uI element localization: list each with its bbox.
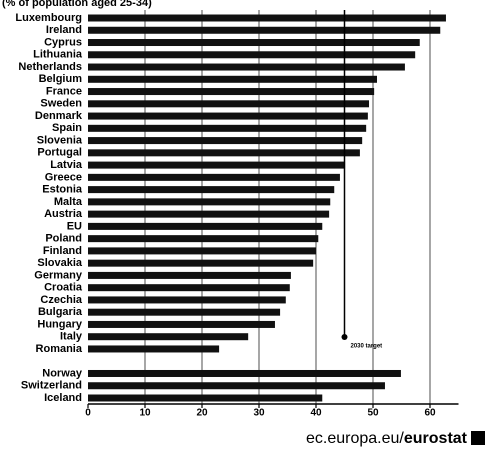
footer: ec.europa.eu/eurostat [306, 430, 468, 447]
footer-url: ec.europa.eu/ [306, 430, 404, 447]
logo-square [471, 431, 485, 445]
y-tick-label: Italy [60, 331, 83, 343]
y-tick-label: Slovenia [37, 134, 83, 146]
y-tick-label: Belgium [39, 73, 83, 85]
x-tick-label: 20 [196, 408, 208, 419]
bar [88, 162, 345, 169]
x-tick-label: 10 [139, 408, 151, 419]
y-tick-label: Luxembourg [15, 12, 82, 24]
bar [88, 149, 360, 156]
y-tick-label: Switzerland [21, 380, 82, 392]
y-tick-label: Croatia [44, 282, 83, 294]
y-tick-label: Bulgaria [38, 306, 83, 318]
bar [88, 174, 340, 181]
bar [88, 125, 366, 132]
y-tick-label: Malta [54, 196, 83, 208]
bar [88, 39, 420, 46]
y-tick-label: Iceland [44, 392, 82, 404]
bar [88, 100, 369, 107]
y-tick-label: EU [67, 220, 82, 232]
y-tick-label: Cyprus [44, 36, 82, 48]
bar [88, 76, 377, 83]
bar [88, 137, 362, 144]
bar [88, 223, 322, 230]
y-tick-label: Lithuania [33, 49, 83, 61]
x-tick-label: 50 [367, 408, 379, 419]
y-tick-label: Finland [43, 245, 82, 257]
x-tick-label: 30 [253, 408, 265, 419]
bar [88, 64, 405, 71]
y-tick-label: Portugal [37, 147, 82, 159]
bar [88, 382, 385, 389]
bar [88, 260, 313, 267]
bar [88, 345, 219, 352]
bar [88, 88, 374, 95]
y-tick-label: Czechia [40, 294, 82, 306]
bar [88, 235, 318, 242]
x-tick-label: 0 [85, 408, 91, 419]
y-tick-label: Ireland [46, 24, 82, 36]
y-tick-label: Estonia [42, 184, 83, 196]
bar [88, 27, 440, 34]
bar [88, 333, 248, 340]
y-tick-label: Slovakia [37, 257, 83, 269]
y-tick-label: Denmark [35, 110, 83, 122]
bar [88, 247, 316, 254]
y-tick-label: Netherlands [18, 61, 82, 73]
y-tick-label: Poland [45, 233, 82, 245]
y-tick-label: Greece [45, 171, 82, 183]
y-tick-label: Sweden [40, 98, 82, 110]
y-tick-label: Germany [34, 269, 83, 281]
y-tick-label: Spain [52, 122, 82, 134]
footer-brand: eurostat [404, 430, 468, 447]
x-tick-label: 40 [310, 408, 322, 419]
bar [88, 15, 446, 22]
y-tick-label: Romania [36, 343, 83, 355]
bar [88, 370, 401, 377]
bar [88, 113, 368, 120]
bar [88, 296, 286, 303]
bar [88, 272, 291, 279]
target-dot [342, 334, 348, 340]
bar [88, 51, 415, 58]
chart-title: (% of population aged 25-34) [2, 0, 152, 9]
chart: (% of population aged 25-34) ec.europa.e… [0, 0, 493, 453]
bar [88, 211, 329, 218]
bar [88, 198, 330, 205]
y-tick-label: Norway [42, 367, 83, 379]
y-tick-label: France [46, 85, 82, 97]
target-label: 2030 target [351, 344, 383, 350]
bar [88, 186, 334, 193]
x-tick-label: 60 [424, 408, 436, 419]
y-tick-label: Latvia [50, 159, 83, 171]
bar [88, 309, 280, 316]
bar [88, 284, 290, 291]
y-tick-label: Austria [44, 208, 83, 220]
y-tick-label: Hungary [37, 318, 83, 330]
bar [88, 395, 322, 402]
bar [88, 321, 275, 328]
